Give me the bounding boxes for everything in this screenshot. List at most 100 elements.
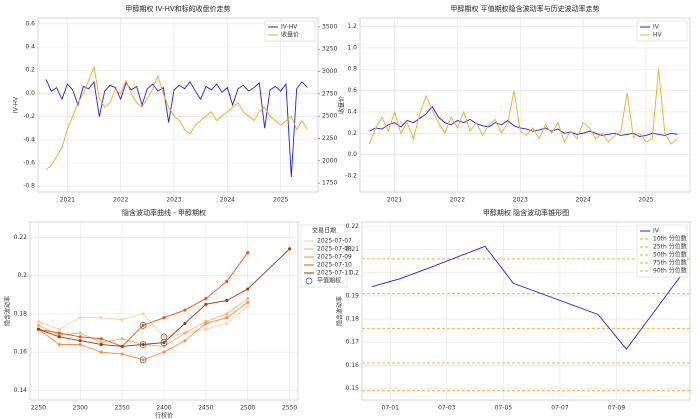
y2-tick-label: 2250 [322,135,337,142]
data-point [78,342,82,347]
x-tick-label: 2300 [73,405,88,412]
y2-tick-label: 3250 [322,46,337,53]
x-tick-label: 2025 [273,197,288,204]
x-tick-label: 2400 [156,405,171,412]
data-point [183,331,187,335]
legend-label: 50th 分位数 [653,251,687,259]
legend-box [264,20,316,42]
data-point [162,335,166,339]
y-tick-label: 0.0 [347,151,357,158]
y-tick-label: 0.17 [346,339,360,346]
data-point [120,344,124,348]
legend-label: 75th 分位数 [653,259,687,267]
y-tick-label: 0.18 [346,316,360,323]
y-tick-label: 0.2 [17,272,27,279]
data-point [141,312,145,316]
data-point [204,321,208,325]
chart-title: 甲醇期权 平值期权隐含波动率与历史波动率走势 [450,4,599,13]
series-line [45,65,308,171]
y2-tick-label: 3500 [322,23,337,30]
y-tick-label: 0.22 [14,234,28,241]
y-tick-label: 0.21 [346,246,360,253]
legend-label: IV [653,24,660,31]
legend-label: 2025-07-08 [317,246,352,253]
x-tick-label: 2500 [240,405,255,412]
legend-label: IV [653,228,660,235]
data-point [120,352,124,356]
data-point [99,316,103,320]
data-point [78,335,82,339]
y2-tick-label: 2000 [322,157,337,164]
y-tick-label: -0.2 [345,172,357,179]
y-tick-label: 1.2 [347,23,357,30]
x-tick-label: 07-03 [438,405,456,412]
data-point [139,341,147,348]
y-tick-label: 0.2 [347,130,357,137]
x-tick-label: 2450 [198,405,213,412]
data-point [246,300,250,304]
data-point [36,323,40,327]
y-tick-label: 0.4 [25,44,35,51]
y-tick-label: -0.8 [23,183,35,190]
data-point [57,342,61,347]
y-tick-label: 0.2 [349,269,359,276]
y-axis-label: 隐含波动率 [4,296,12,326]
x-tick-label: 2023 [513,197,528,204]
x-tick-label: 07-07 [551,405,569,412]
x-tick-label: 2021 [387,197,402,204]
legend-label: HV [653,32,663,39]
data-point [225,279,229,283]
series-line [369,69,678,145]
data-point [204,302,208,306]
data-point [225,316,229,320]
x-tick-label: 07-01 [382,405,400,412]
legend-label: 2025-07-07 [317,238,352,245]
data-point [141,323,145,327]
data-point [99,342,103,347]
y-tick-label: -0.4 [23,136,35,143]
data-point [162,341,166,345]
y-axis-label: 隐含波动率 [336,296,344,326]
x-tick-label: 2350 [114,405,129,412]
x-axis-label: 行权价 [155,412,173,419]
x-tick-label: 2550 [282,405,297,412]
legend-box [300,224,348,288]
x-tick-label: 2024 [576,197,591,204]
legend-label: 平值期权 [317,277,341,285]
data-point [204,327,208,331]
data-point [78,331,82,335]
y2-tick-label: 2500 [322,113,337,120]
y2-axis-label: 收盘价 [338,96,346,114]
data-point [36,327,40,331]
y-tick-label: 0.6 [347,87,357,94]
x-tick-label: 2024 [220,197,235,204]
data-point [246,297,250,301]
data-point [141,342,145,347]
y-tick-label: 0.15 [346,385,360,392]
y-axis-label: IV-HV [13,96,20,113]
data-point [162,316,166,320]
legend-marker [305,277,313,285]
chart-title: 甲醇期权 隐含波动率锥形图 [483,208,569,217]
x-tick-label: 07-09 [608,405,626,412]
series-line [369,105,678,137]
series-line [45,79,308,177]
y-tick-label: 1.0 [347,44,357,51]
data-point [139,322,147,329]
x-tick-label: 07-05 [495,405,513,412]
legend-label: 收盘价 [281,31,299,39]
x-tick-label: 2021 [60,197,75,204]
data-point [57,335,61,339]
legend-label: 2025-07-11 [317,270,352,277]
y-tick-label: 0.0 [25,90,35,97]
data-point [162,350,166,354]
data-point [36,319,40,324]
data-point [57,331,61,335]
y2-tick-label: 3000 [322,68,337,75]
x-tick-label: 2022 [113,197,128,204]
data-point [225,321,229,325]
legend-title: 交易日期 [312,227,336,235]
y-tick-label: -0.2 [23,113,35,120]
legend-label: 10th 分位数 [653,235,687,243]
